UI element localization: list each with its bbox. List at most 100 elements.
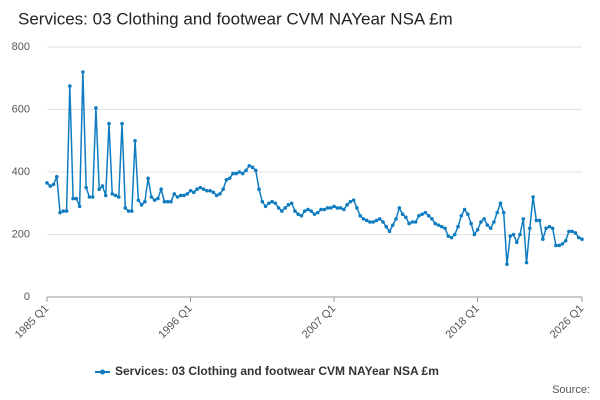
data-point bbox=[439, 224, 444, 229]
data-point bbox=[580, 237, 584, 241]
data-point bbox=[234, 171, 239, 176]
data-point bbox=[45, 181, 49, 185]
data-point bbox=[84, 185, 88, 190]
data-point bbox=[469, 221, 473, 226]
data-point bbox=[58, 210, 62, 215]
data-point bbox=[541, 237, 545, 241]
data-point bbox=[289, 201, 294, 206]
data-point bbox=[302, 209, 307, 213]
data-point bbox=[355, 206, 359, 210]
x-tick-label: 1985 Q1 bbox=[13, 303, 51, 341]
data-point bbox=[156, 196, 160, 201]
data-point bbox=[165, 199, 170, 204]
series-line bbox=[46, 71, 583, 265]
data-point bbox=[466, 212, 470, 216]
data-point bbox=[221, 187, 225, 191]
data-point bbox=[518, 232, 522, 237]
data-point bbox=[110, 192, 115, 196]
data-point bbox=[404, 215, 408, 220]
data-point bbox=[377, 217, 382, 221]
data-point bbox=[312, 212, 317, 216]
data-point bbox=[560, 242, 565, 246]
data-point bbox=[286, 203, 291, 207]
x-tick-label: 2007 Q1 bbox=[300, 303, 338, 341]
data-point bbox=[576, 235, 581, 240]
data-point bbox=[244, 168, 248, 173]
data-point bbox=[335, 206, 340, 210]
data-point bbox=[201, 187, 206, 191]
data-point bbox=[531, 195, 535, 199]
x-tick-label: 2026 Q1 bbox=[548, 303, 586, 341]
data-point bbox=[410, 220, 415, 224]
data-point bbox=[554, 243, 558, 248]
data-point bbox=[136, 198, 141, 202]
data-point bbox=[68, 84, 72, 88]
data-point bbox=[107, 121, 111, 126]
data-point bbox=[116, 195, 121, 199]
data-point bbox=[446, 234, 451, 238]
data-point bbox=[296, 212, 300, 216]
data-point bbox=[260, 199, 265, 204]
data-point bbox=[547, 224, 552, 229]
data-point bbox=[87, 195, 92, 199]
data-point bbox=[524, 260, 529, 265]
data-point bbox=[459, 213, 464, 218]
data-point bbox=[319, 207, 323, 212]
data-point bbox=[329, 206, 333, 210]
data-point bbox=[492, 220, 496, 224]
data-point bbox=[387, 229, 392, 234]
data-point bbox=[270, 199, 274, 204]
data-point bbox=[208, 188, 212, 193]
data-point bbox=[488, 226, 493, 231]
data-point bbox=[315, 210, 320, 215]
x-tick-label: 2018 Q1 bbox=[443, 303, 481, 341]
data-point bbox=[368, 220, 372, 224]
data-point bbox=[567, 229, 571, 234]
data-point bbox=[325, 206, 330, 210]
data-point bbox=[273, 201, 278, 206]
data-point bbox=[426, 213, 431, 218]
data-point bbox=[218, 192, 222, 196]
data-point bbox=[348, 199, 353, 204]
data-point bbox=[152, 198, 157, 202]
data-point bbox=[342, 207, 346, 212]
data-point bbox=[364, 218, 369, 223]
data-point bbox=[54, 174, 59, 179]
data-point bbox=[81, 70, 85, 74]
data-point bbox=[423, 210, 428, 215]
data-point bbox=[133, 138, 137, 143]
data-point bbox=[74, 196, 79, 201]
data-point bbox=[452, 232, 457, 237]
data-point bbox=[420, 212, 424, 216]
data-point bbox=[64, 209, 69, 213]
chart-title: Services: 03 Clothing and footwear CVM N… bbox=[18, 9, 453, 28]
data-point bbox=[573, 231, 578, 235]
data-point bbox=[97, 187, 101, 191]
data-point bbox=[338, 206, 343, 210]
data-point bbox=[413, 220, 418, 224]
data-point bbox=[550, 226, 555, 231]
data-point bbox=[443, 226, 447, 231]
data-point bbox=[299, 213, 304, 218]
data-point bbox=[508, 234, 513, 238]
y-tick-label: 600 bbox=[12, 103, 30, 115]
data-point bbox=[511, 232, 516, 237]
data-point bbox=[227, 176, 232, 181]
data-point bbox=[407, 221, 411, 226]
data-point bbox=[394, 217, 398, 221]
data-point bbox=[293, 209, 297, 213]
data-point bbox=[436, 223, 441, 227]
data-point bbox=[449, 235, 454, 240]
data-point bbox=[534, 218, 539, 223]
data-point bbox=[61, 209, 66, 213]
data-point bbox=[544, 226, 548, 231]
data-point bbox=[433, 221, 438, 226]
data-point bbox=[417, 213, 421, 218]
y-tick-label: 800 bbox=[12, 41, 30, 53]
data-point bbox=[195, 187, 199, 191]
data-point bbox=[309, 209, 314, 213]
data-point bbox=[283, 206, 287, 210]
data-point bbox=[224, 178, 229, 182]
data-point bbox=[143, 199, 147, 204]
data-point bbox=[159, 187, 163, 191]
